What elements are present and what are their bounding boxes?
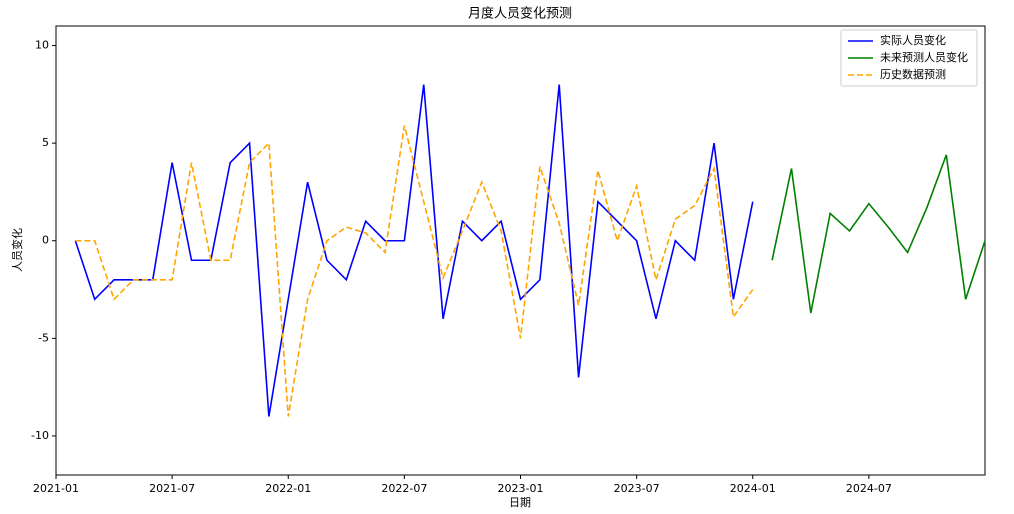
series-line bbox=[771, 154, 986, 314]
x-tick-label: 2023-01 bbox=[498, 482, 544, 495]
plot-frame bbox=[55, 25, 986, 476]
x-tick-label: 2021-07 bbox=[149, 482, 195, 495]
chart-title: 月度人员变化预测 bbox=[468, 6, 572, 22]
x-tick-label: 2022-07 bbox=[381, 482, 427, 495]
legend-box bbox=[840, 29, 978, 87]
legend-label: 实际人员变化 bbox=[880, 33, 946, 47]
y-tick-label: 10 bbox=[35, 39, 49, 52]
series-line bbox=[74, 84, 754, 417]
x-tick-label: 2024-01 bbox=[730, 482, 776, 495]
x-tick-label: 2021-01 bbox=[33, 482, 79, 495]
y-axis-label: 人员变化 bbox=[10, 228, 24, 272]
legend-label: 历史数据预测 bbox=[880, 67, 946, 81]
legend-label: 未来预测人员变化 bbox=[880, 50, 968, 64]
y-tick-label: 0 bbox=[42, 234, 49, 247]
y-tick-label: 5 bbox=[42, 136, 49, 149]
x-tick-label: 2023-07 bbox=[614, 482, 660, 495]
x-tick-label: 2022-01 bbox=[265, 482, 311, 495]
x-tick-label: 2024-07 bbox=[846, 482, 892, 495]
y-tick-label: -10 bbox=[31, 429, 49, 442]
x-axis-label: 日期 bbox=[509, 496, 531, 509]
series-line bbox=[75, 125, 754, 417]
y-tick-label: -5 bbox=[38, 331, 49, 344]
